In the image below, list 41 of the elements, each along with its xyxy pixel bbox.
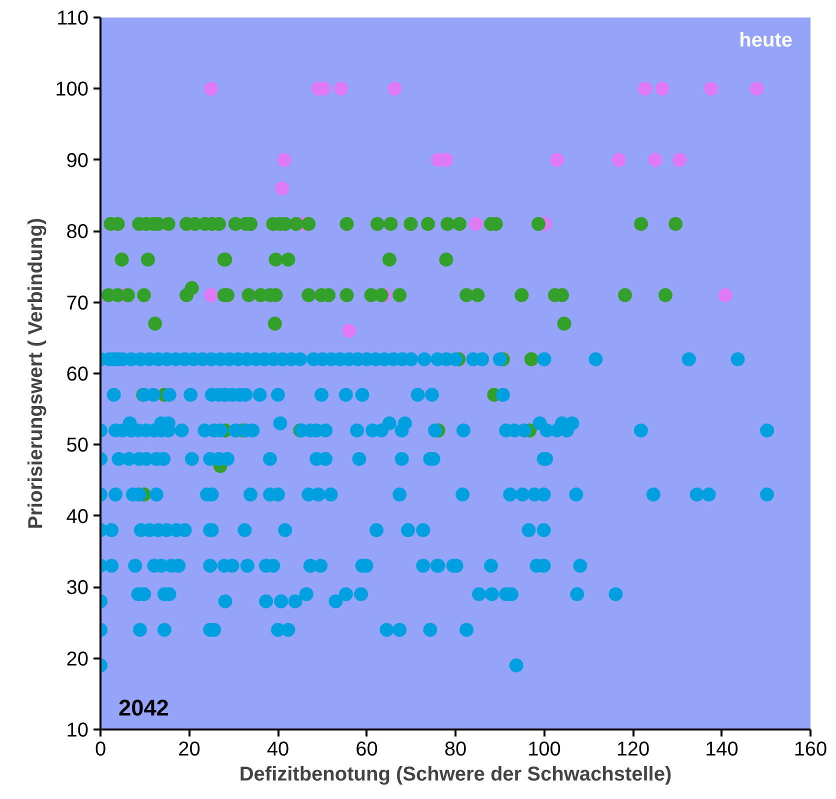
x-tick-label: 100: [528, 738, 561, 760]
x-tick-label: 140: [705, 738, 738, 760]
y-tick-label: 40: [66, 506, 89, 528]
x-tick-label: 40: [266, 738, 290, 760]
y-tick-label: 90: [66, 150, 89, 172]
y-tick-label: 80: [66, 221, 89, 244]
y-axis-title: Priorisierungswert ( Verbindung): [25, 218, 48, 530]
y-tick-label: 30: [66, 577, 89, 600]
annotation: 2042: [118, 694, 169, 720]
y-tick-label: 110: [56, 8, 89, 30]
point: [672, 152, 687, 167]
x-tick-label: 80: [444, 738, 467, 760]
point: [334, 82, 348, 96]
y-tick-label: 70: [66, 292, 89, 314]
y-tick-label: 50: [66, 434, 89, 457]
point: [638, 82, 652, 96]
point: [204, 288, 218, 302]
point: [550, 152, 564, 167]
point: [750, 82, 764, 96]
point: [704, 82, 718, 96]
y-tick-label: 60: [66, 364, 89, 386]
x-tick-label: 120: [616, 738, 650, 760]
point: [342, 324, 356, 338]
point: [612, 152, 626, 167]
point: [204, 82, 218, 96]
point: [648, 152, 662, 167]
x-tick-label: 0: [94, 738, 106, 760]
point: [718, 288, 732, 302]
y-tick-label: 20: [66, 648, 89, 670]
y-tick-label: 100: [55, 78, 89, 101]
point: [388, 82, 402, 96]
x-axis-title: Defizitbenotung (Schwere der Schwachstelle): [239, 764, 672, 786]
annotation: heute: [739, 30, 793, 52]
point: [274, 181, 289, 196]
point: [655, 82, 670, 96]
point: [277, 152, 292, 167]
y-tick-label: 10: [66, 720, 89, 742]
x-tick-label: 60: [356, 738, 378, 760]
x-tick-label: 160: [794, 738, 828, 760]
point: [468, 216, 483, 231]
x-tick-label: 20: [178, 738, 200, 760]
